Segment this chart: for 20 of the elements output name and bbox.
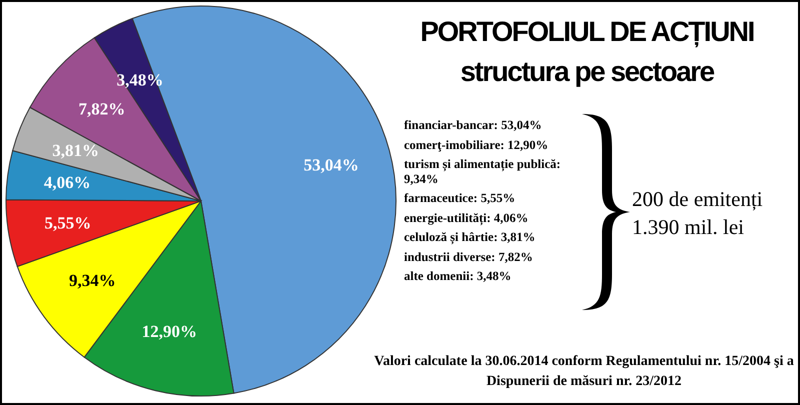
data-label: 3,81% [52, 140, 100, 160]
text: farmaceutice: 5,55% [404, 190, 516, 207]
text: 1.390 mil. lei [632, 214, 745, 241]
text: structura pe sectoare [459, 55, 716, 89]
text: turism și alimentație publică: 9,34% [404, 157, 562, 187]
data-label: 4,06% [44, 172, 91, 192]
text: PORTOFOLIUL DE ACȚIUNI [419, 15, 755, 50]
text: industrii diverse: 7,82% [404, 248, 534, 266]
data-label: 5,55% [44, 214, 92, 233]
text: financiar-bancar: 53,04% [404, 117, 543, 134]
data-label: 9,34% [69, 271, 116, 290]
text: Valori calculate la 30.06.2014 conform Regulamentului nr. 15/2004 şi a Dispunerii de măsuri nr. 23/2012 [374, 353, 794, 391]
text: energie-utilități: 4,06% [404, 210, 530, 228]
text: alte domenii: 3,48% [404, 268, 512, 285]
data-label: 7,82% [78, 99, 126, 118]
data-label: 53,04% [304, 156, 359, 175]
text: 200 de emitenți [632, 186, 763, 213]
text: comerţ-imobiliare: 12,90% [404, 136, 550, 154]
text: celuloză și hârtie: 3,81% [404, 229, 536, 246]
data-label: 12,90% [142, 322, 198, 342]
